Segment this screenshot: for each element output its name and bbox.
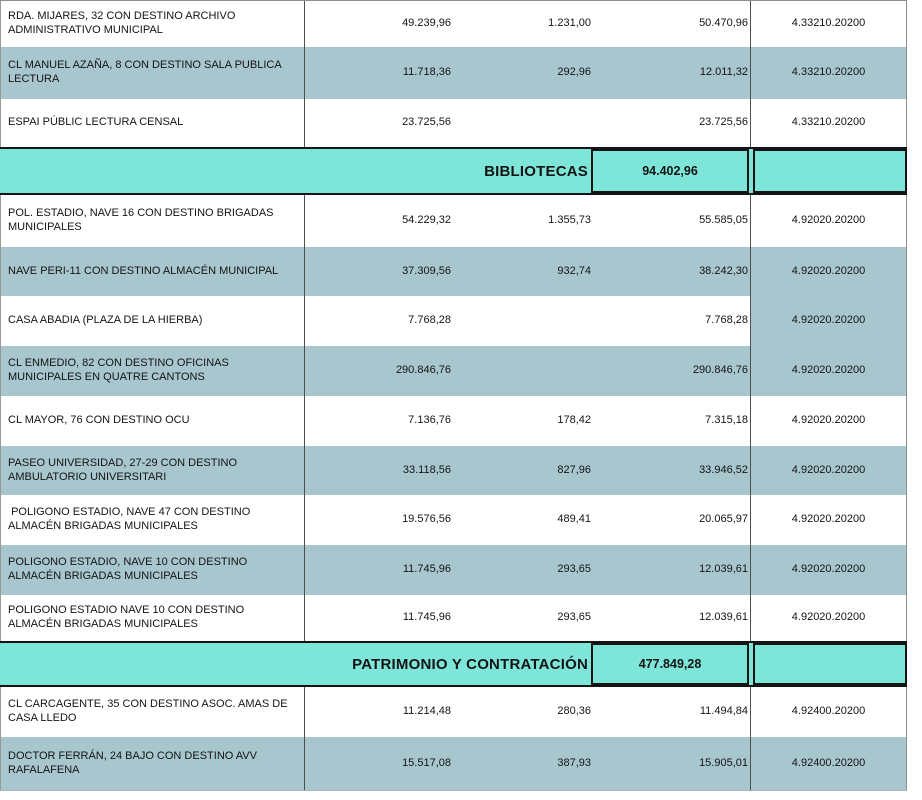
table-row: POLIGONO ESTADIO, NAVE 10 CON DESTINO AL… [0,545,907,595]
increase-cell: 827,96 [557,463,591,476]
amount-cell: 33.118,56 [402,463,451,476]
amount-cell: 290.846,76 [395,364,451,377]
table-row: POLIGONO ESTADIO, NAVE 47 CON DESTINO AL… [0,495,907,545]
total-cell: 7.768,28 [598,296,751,346]
amount-cell: 11.745,96 [402,611,451,624]
amount-cell: 11.214,48 [402,705,451,718]
total-cell: 38.242,30 [598,247,751,296]
increase-cell: 387,93 [557,756,591,769]
amount-cell: 19.576,56 [402,513,451,526]
budget-code-cell: 4.92020.20200 [751,195,907,247]
budget-code-cell: 4.92020.20200 [751,247,907,296]
table-row: POLIGONO ESTADIO NAVE 10 CON DESTINO ALM… [0,595,907,641]
budget-code-cell: 4.92400.20200 [751,687,907,737]
table-row: RDA. MIJARES, 32 CON DESTINO ARCHIVO ADM… [0,1,907,47]
total-cell: 55.585,05 [598,195,751,247]
budget-table: RDA. MIJARES, 32 CON DESTINO ARCHIVO ADM… [0,0,907,791]
increase-cell: 280,36 [557,705,591,718]
total-cell: 33.946,52 [598,446,751,495]
budget-code-cell: 4.33210.20200 [751,1,907,47]
property-description-cell: CL CARCAGENTE, 35 CON DESTINO ASOC. AMAS… [0,687,305,737]
table-row: POL. ESTADIO, NAVE 16 CON DESTINO BRIGAD… [0,195,907,247]
section-total: 94.402,96 [591,149,749,193]
table-row: ESPAI PÚBLIC LECTURA CENSAL 23.725,56 23… [0,99,907,147]
increase-cell [457,296,598,346]
total-cell: 50.470,96 [598,1,751,47]
table-row: PASEO UNIVERSIDAD, 27-29 CON DESTINO AMB… [0,446,907,495]
total-cell: 7.315,18 [598,396,751,446]
table-row: CL CARCAGENTE, 35 CON DESTINO ASOC. AMAS… [0,687,907,737]
amount-cell: 37.309,56 [402,264,451,277]
budget-code-cell: 4.92020.20200 [751,495,907,545]
increase-cell: 1.355,73 [548,214,591,227]
property-description-cell: POLIGONO ESTADIO, NAVE 47 CON DESTINO AL… [0,495,305,545]
total-cell: 12.011,32 [598,47,751,99]
section-total-row: PATRIMONIO Y CONTRATACIÓN 477.849,28 [0,641,907,687]
property-description-cell: NAVE PERI-11 CON DESTINO ALMACÉN MUNICIP… [0,247,305,296]
budget-code-cell: 4.92400.20200 [751,737,907,790]
property-description-cell: POLIGONO ESTADIO, NAVE 10 CON DESTINO AL… [0,545,305,595]
increase-cell: 489,41 [557,513,591,526]
table-bottom-edge [0,790,907,791]
total-cell: 23.725,56 [598,99,751,147]
total-cell: 20.065,97 [598,495,751,545]
increase-cell: 293,65 [557,563,591,576]
total-cell: 12.039,61 [598,595,751,641]
amount-cell: 7.768,28 [408,314,451,327]
property-description-cell: CL MAYOR, 76 CON DESTINO OCU [0,396,305,446]
table-row: CL MAYOR, 76 CON DESTINO OCU 7.136,76 17… [0,396,907,446]
property-description-cell: CL ENMEDIO, 82 CON DESTINO OFICINAS MUNI… [0,346,305,396]
property-description-cell: ESPAI PÚBLIC LECTURA CENSAL [0,99,305,147]
amount-cell: 23.725,56 [402,116,451,129]
budget-code-cell: 4.92020.20200 [751,545,907,595]
amount-cell: 11.718,36 [402,66,451,79]
budget-code-cell: 4.92020.20200 [751,595,907,641]
total-cell: 15.905,01 [598,737,751,790]
table-row: CL ENMEDIO, 82 CON DESTINO OFICINAS MUNI… [0,346,907,396]
property-description-cell: PASEO UNIVERSIDAD, 27-29 CON DESTINO AMB… [0,446,305,495]
amount-cell: 54.229,32 [402,214,451,227]
property-description-cell: POL. ESTADIO, NAVE 16 CON DESTINO BRIGAD… [0,195,305,247]
table-row: DOCTOR FERRÁN, 24 BAJO CON DESTINO AVV R… [0,737,907,790]
increase-cell: 178,42 [557,414,591,427]
budget-code-cell: 4.92020.20200 [751,346,907,396]
budget-code-cell: 4.92020.20200 [751,446,907,495]
budget-code-cell: 4.92020.20200 [751,396,907,446]
property-description-cell: DOCTOR FERRÁN, 24 BAJO CON DESTINO AVV R… [0,737,305,790]
section-total-row: BIBLIOTECAS 94.402,96 [0,147,907,195]
total-cell: 11.494,84 [598,687,751,737]
amount-cell: 11.745,96 [402,563,451,576]
table-row: CL MANUEL AZAÑA, 8 CON DESTINO SALA PUBL… [0,47,907,99]
increase-cell [457,99,598,147]
amount-cell: 15.517,08 [402,756,451,769]
budget-code-cell: 4.33210.20200 [751,47,907,99]
property-description-cell: CASA ABADIA (PLAZA DE LA HIERBA) [0,296,305,346]
section-name: PATRIMONIO Y CONTRATACIÓN [352,655,588,673]
budget-code-cell: 4.33210.20200 [751,99,907,147]
increase-cell: 932,74 [557,264,591,277]
property-description-cell: RDA. MIJARES, 32 CON DESTINO ARCHIVO ADM… [0,1,305,47]
section-name: BIBLIOTECAS [484,162,588,180]
increase-cell: 1.231,00 [548,17,591,30]
total-cell: 290.846,76 [598,346,751,396]
increase-cell: 292,96 [557,66,591,79]
section-code-box [753,643,907,685]
property-description-cell: CL MANUEL AZAÑA, 8 CON DESTINO SALA PUBL… [0,47,305,99]
increase-cell [457,346,598,396]
section-code-box [753,149,907,193]
increase-cell: 293,65 [557,611,591,624]
total-cell: 12.039,61 [598,545,751,595]
table-row: NAVE PERI-11 CON DESTINO ALMACÉN MUNICIP… [0,247,907,296]
section-total: 477.849,28 [591,643,749,685]
amount-cell: 7.136,76 [408,414,451,427]
property-description-cell: POLIGONO ESTADIO NAVE 10 CON DESTINO ALM… [0,595,305,641]
budget-code-cell: 4.92020.20200 [751,296,907,346]
table-row: CASA ABADIA (PLAZA DE LA HIERBA) 7.768,2… [0,296,907,346]
amount-cell: 49.239,96 [402,17,451,30]
